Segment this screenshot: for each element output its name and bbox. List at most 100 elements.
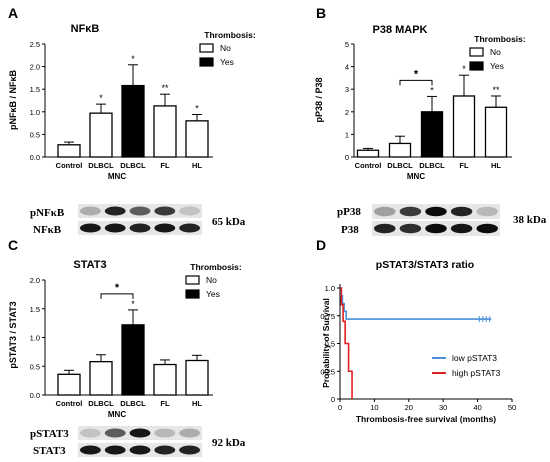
- blot-c-row2-band: [129, 445, 151, 455]
- chart-d-xtick-label: 40: [473, 403, 481, 412]
- blot-c-row1-band: [104, 428, 126, 438]
- chart-b-xtick-label: FL: [459, 161, 469, 170]
- chart-b-legend-yes: Yes: [490, 61, 504, 71]
- blot-b-row1: [372, 204, 500, 219]
- chart-c-ylabel: pSTAT3 / STAT3: [8, 301, 18, 368]
- chart-a-title: NFκB: [71, 23, 100, 35]
- chart-a-ytick-label: 2.5: [30, 40, 40, 49]
- chart-b-ytick-label: 5: [345, 40, 349, 49]
- blot-c-row2-label: STAT3: [33, 445, 66, 457]
- chart-a-bar: [185, 120, 209, 158]
- chart-c-ytick-label: 2.0: [30, 276, 40, 285]
- panel-letter-c: C: [8, 237, 18, 253]
- chart-c-bar: [185, 359, 209, 396]
- chart-b-group-label: MNC: [407, 172, 425, 181]
- chart-a-ytick-label: 1.5: [30, 85, 40, 94]
- chart-b-ytick-label: 3: [345, 85, 349, 94]
- blot-b-row1-label: pP38: [337, 206, 361, 218]
- chart-a-significance: *: [99, 93, 103, 103]
- blot-a-row2-band: [129, 223, 151, 233]
- blot-b-row1-band: [476, 206, 498, 217]
- blot-b-row1-band: [399, 206, 422, 217]
- chart-c-bracket: [100, 293, 134, 299]
- chart-c-xtick-label: HL: [192, 399, 202, 408]
- chart-a-group-label: MNC: [108, 172, 126, 181]
- chart-d-series-high: [340, 287, 353, 399]
- chart-d-series-low: [340, 287, 492, 320]
- chart-a-bar: [89, 112, 113, 158]
- chart-d-ytick-label: 0: [331, 395, 335, 404]
- blot-a-row1-label: pNFκB: [30, 207, 65, 219]
- chart-a-significance: *: [131, 54, 135, 64]
- chart-a-bar: [121, 84, 145, 158]
- chart-a-significance: **: [161, 83, 169, 93]
- chart-c-legend-title: Thrombosis:: [190, 262, 242, 272]
- blot-c-row2-band: [154, 445, 176, 455]
- chart-c-bar: [89, 360, 113, 396]
- chart-b-legend-no: No: [490, 47, 501, 57]
- blot-c-row2-band: [79, 445, 101, 455]
- chart-c-legend-swatch-no: [185, 275, 200, 285]
- blot-a-row2-label: NFκB: [33, 224, 62, 236]
- chart-d-xtick-label: 10: [370, 403, 378, 412]
- blot-c-row1-band: [154, 428, 176, 438]
- blot-c-row1-band: [129, 428, 151, 438]
- chart-c-bracket-label: *: [115, 282, 120, 294]
- chart-d-xtick-label: 20: [405, 403, 413, 412]
- chart-c-title: STAT3: [73, 259, 106, 271]
- chart-a-xtick-label: Control: [56, 161, 83, 170]
- chart-d-title: pSTAT3/STAT3 ratio: [376, 259, 474, 271]
- chart-b-ytick-label: 1: [345, 130, 349, 139]
- chart-d-xtick-label: 50: [508, 403, 516, 412]
- chart-b-bar: [484, 106, 508, 158]
- chart-b-bracket-label: *: [414, 68, 419, 80]
- chart-c-xtick-label: Control: [56, 399, 83, 408]
- chart-d-ytick-label: 1.0: [325, 284, 335, 293]
- blot-b-row2: [372, 221, 500, 236]
- chart-b-xtick-label: DLBCL: [419, 161, 445, 170]
- chart-b-bar: [356, 149, 380, 158]
- chart-a-bar: [153, 105, 177, 158]
- chart-c-ytick-label: 0.0: [30, 391, 40, 400]
- chart-c-xtick-label: DLBCL: [120, 399, 146, 408]
- blot-c-kda: 92 kDa: [212, 437, 246, 449]
- blot-a-row2-band: [154, 223, 176, 233]
- chart-a-bar: [57, 144, 81, 158]
- chart-a-legend-yes: Yes: [220, 57, 234, 67]
- chart-c-xtick-label: FL: [160, 399, 170, 408]
- chart-b-bar: [420, 111, 444, 158]
- blot-b-row2-band: [399, 223, 422, 234]
- chart-b-legend-swatch-no: [469, 47, 484, 57]
- blot-a-row1-band: [129, 206, 151, 216]
- blot-c-row1: [78, 426, 202, 440]
- chart-b-bracket: [399, 79, 433, 86]
- chart-b-ytick-label: 2: [345, 108, 349, 117]
- blot-c-row1-band: [79, 428, 101, 438]
- chart-a-ytick-label: 1.0: [30, 108, 40, 117]
- chart-b-legend-swatch-yes: [469, 61, 484, 71]
- chart-a-xtick-label: FL: [160, 161, 170, 170]
- blot-a-row1-band: [104, 206, 126, 216]
- chart-b-ytick-label: 4: [345, 63, 349, 72]
- chart-d-ytick-label: 0.5: [325, 340, 335, 349]
- chart-a-ytick-label: 0.0: [30, 153, 40, 162]
- chart-a-legend-title: Thrombosis:: [204, 30, 256, 40]
- chart-b-xtick-label: Control: [355, 161, 382, 170]
- chart-c-bar: [153, 363, 177, 396]
- chart-c-group-label: MNC: [108, 410, 126, 419]
- chart-d-legend-label: low pSTAT3: [452, 353, 497, 363]
- chart-a-xtick-label: DLBCL: [120, 161, 146, 170]
- chart-b-title: P38 MAPK: [372, 24, 427, 36]
- chart-a-legend-swatch-no: [199, 43, 214, 53]
- blot-b-row1-band: [450, 206, 473, 217]
- blot-c-row2-band: [104, 445, 126, 455]
- chart-b-ylabel: pP38 / P38: [314, 77, 324, 122]
- blot-b-row2-label: P38: [341, 224, 359, 236]
- blot-c-row2-band: [179, 445, 201, 455]
- chart-c-bar: [57, 373, 81, 396]
- blot-b-row2-band: [450, 223, 473, 234]
- chart-a-significance: *: [195, 104, 199, 114]
- blot-b-row1-band: [374, 206, 396, 217]
- blot-a-row1: [78, 204, 202, 218]
- chart-c-significance: *: [131, 299, 135, 309]
